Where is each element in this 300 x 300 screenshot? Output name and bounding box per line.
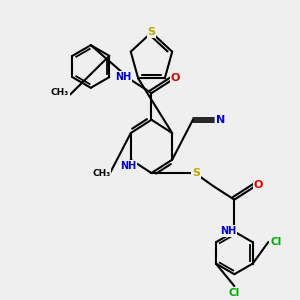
Text: NH: NH	[120, 161, 136, 171]
Text: NH: NH	[220, 226, 236, 236]
Text: O: O	[254, 180, 263, 190]
Text: S: S	[192, 168, 200, 178]
Text: CH₃: CH₃	[51, 88, 69, 97]
Text: CH₃: CH₃	[92, 169, 110, 178]
Text: N: N	[216, 115, 226, 125]
Text: Cl: Cl	[270, 237, 281, 247]
Text: Cl: Cl	[229, 288, 240, 298]
Text: S: S	[148, 28, 155, 38]
Text: O: O	[170, 73, 180, 83]
Text: NH: NH	[115, 72, 131, 82]
